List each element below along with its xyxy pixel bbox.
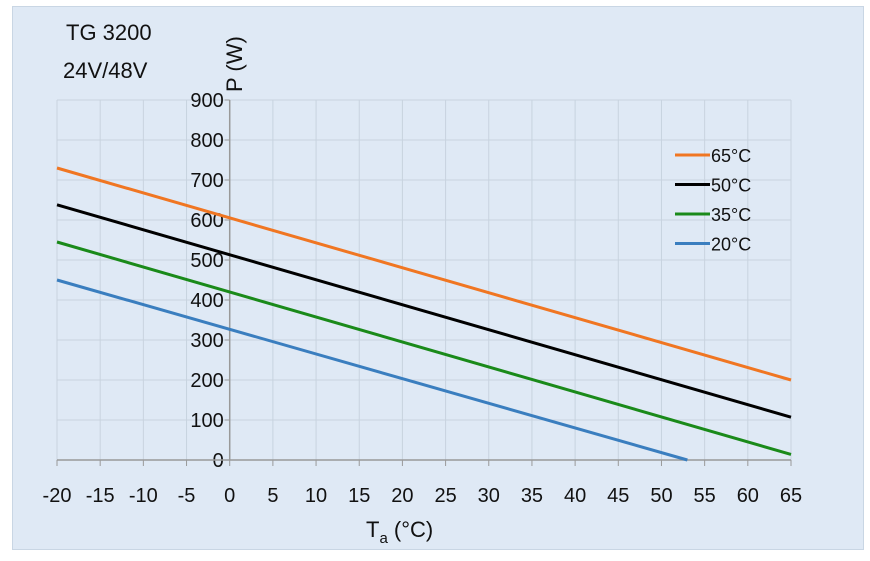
legend-label: 65°C: [711, 146, 751, 166]
series-line-65: [56, 166, 792, 382]
x-tick-label: 35: [521, 485, 543, 507]
x-tick-label: 5: [267, 485, 278, 507]
x-tick-label: 50: [650, 485, 672, 507]
y-tick-label: 600: [190, 210, 223, 232]
x-tick-label: 45: [607, 485, 629, 507]
chart-title-line-2: 24V/48V: [63, 58, 148, 83]
x-tick-label: 65: [780, 485, 802, 507]
legend-label: 35°C: [711, 205, 751, 225]
y-tick-label: 900: [190, 90, 223, 112]
y-axis-label: P (W): [222, 36, 247, 92]
x-tick-label: 60: [737, 485, 759, 507]
y-tick-label: 800: [190, 130, 223, 152]
x-tick-label: 30: [478, 485, 500, 507]
x-tick-label: 15: [348, 485, 370, 507]
series-line-20: [56, 278, 688, 462]
chart-title-line-1: TG 3200: [66, 20, 152, 45]
x-tick-label: 0: [224, 485, 235, 507]
legend-label: 20°C: [711, 235, 751, 255]
x-tick-label: -15: [86, 485, 115, 507]
x-tick-label: 10: [305, 485, 327, 507]
y-tick-label: 100: [190, 410, 223, 432]
x-tick-label: 40: [564, 485, 586, 507]
legend-label: 50°C: [711, 176, 751, 196]
y-tick-label: 500: [190, 250, 223, 272]
y-tick-label: 0: [213, 450, 224, 472]
x-axis-label: Ta (°C): [366, 517, 433, 547]
y-tick-label: 700: [190, 170, 223, 192]
x-tick-label: 55: [694, 485, 716, 507]
x-tick-label: 25: [434, 485, 456, 507]
x-tick-label: 20: [391, 485, 413, 507]
y-tick-label: 200: [190, 370, 223, 392]
series-line-50: [56, 203, 792, 419]
y-tick-label: 300: [190, 330, 223, 352]
y-tick-label: 400: [190, 290, 223, 312]
series-line-35: [56, 240, 792, 456]
x-tick-label: -20: [43, 485, 72, 507]
x-tick-label: -5: [178, 485, 196, 507]
x-tick-label: -10: [129, 485, 158, 507]
